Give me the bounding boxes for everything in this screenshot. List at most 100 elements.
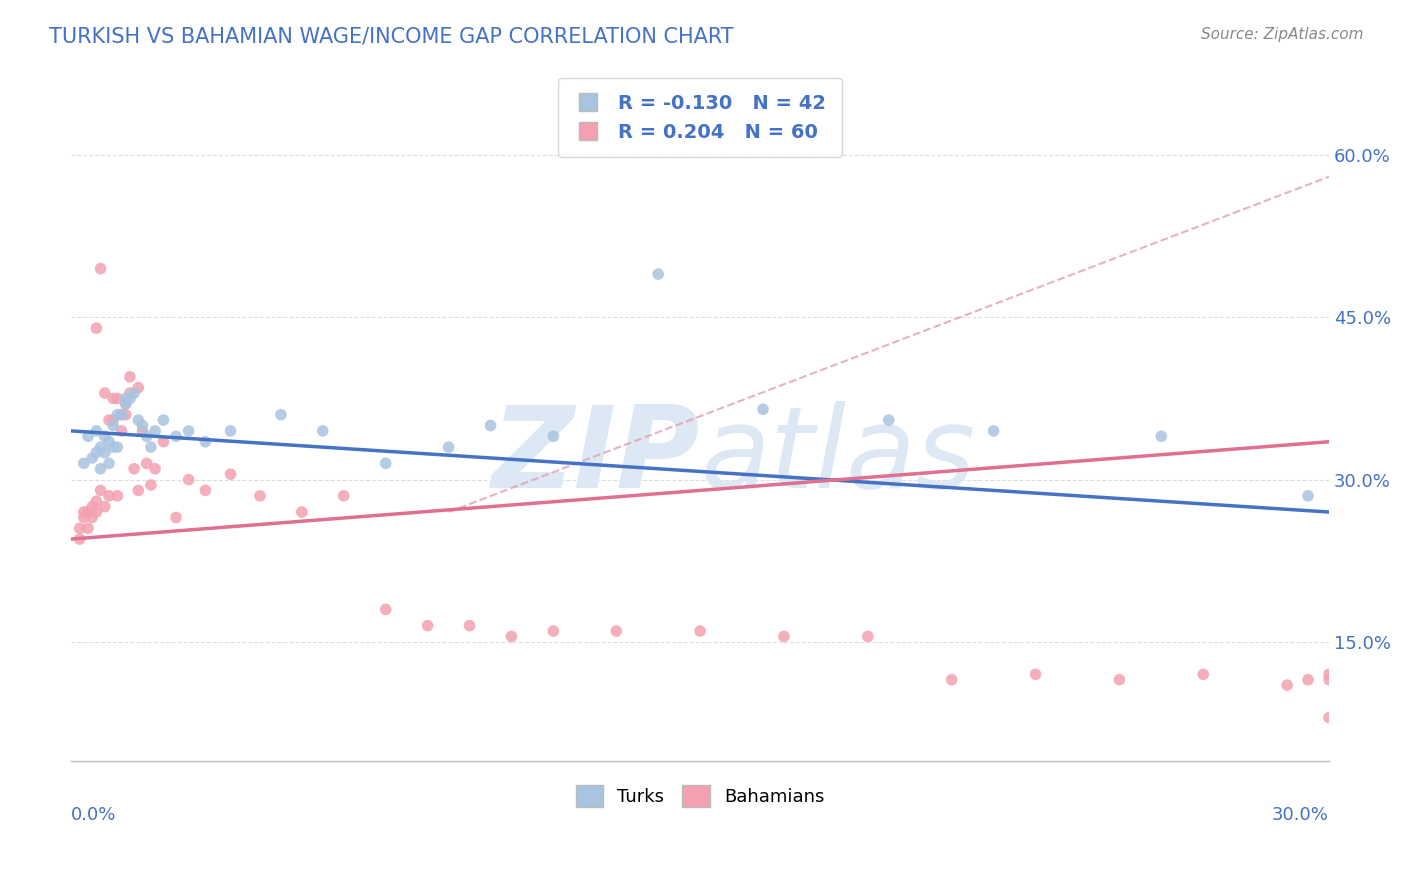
Point: [98, 434, 121, 449]
Point: [127, 381, 149, 395]
Point: [98, 413, 121, 427]
Point: [1025, 667, 1047, 681]
Point: [139, 478, 162, 492]
Point: [374, 456, 396, 470]
Point: [689, 624, 711, 638]
Point: [77, 521, 100, 535]
Point: [1317, 710, 1340, 724]
Point: [77, 505, 100, 519]
Point: [501, 629, 523, 643]
Point: [86, 505, 108, 519]
Point: [105, 392, 128, 406]
Point: [90, 440, 112, 454]
Point: [312, 424, 335, 438]
Point: [69, 532, 91, 546]
Point: [194, 434, 217, 449]
Point: [152, 434, 174, 449]
Point: [118, 369, 141, 384]
Point: [543, 624, 565, 638]
Point: [941, 673, 963, 687]
Point: [90, 462, 112, 476]
Point: [110, 408, 132, 422]
Point: [122, 462, 145, 476]
Point: [101, 413, 124, 427]
Point: [131, 418, 153, 433]
Point: [86, 424, 108, 438]
Point: [86, 321, 108, 335]
Point: [77, 429, 100, 443]
Point: [98, 456, 121, 470]
Point: [94, 429, 117, 443]
Point: [374, 602, 396, 616]
Point: [1296, 673, 1319, 687]
Point: [101, 440, 124, 454]
Point: [101, 418, 124, 433]
Point: [135, 456, 157, 470]
Text: TURKISH VS BAHAMIAN WAGE/INCOME GAP CORRELATION CHART: TURKISH VS BAHAMIAN WAGE/INCOME GAP CORR…: [49, 27, 734, 46]
Point: [98, 489, 121, 503]
Point: [194, 483, 217, 498]
Point: [983, 424, 1005, 438]
Point: [86, 445, 108, 459]
Point: [1192, 667, 1215, 681]
Point: [73, 456, 96, 470]
Point: [1275, 678, 1298, 692]
Point: [114, 397, 136, 411]
Point: [114, 408, 136, 422]
Point: [90, 261, 112, 276]
Point: [82, 500, 104, 514]
Point: [94, 500, 117, 514]
Point: [127, 483, 149, 498]
Point: [856, 629, 879, 643]
Point: [110, 408, 132, 422]
Point: [101, 392, 124, 406]
Text: ZIP: ZIP: [492, 401, 700, 512]
Text: 30.0%: 30.0%: [1272, 805, 1329, 824]
Point: [82, 450, 104, 465]
Point: [752, 402, 775, 417]
Text: atlas: atlas: [700, 401, 976, 512]
Point: [291, 505, 314, 519]
Point: [82, 510, 104, 524]
Point: [110, 424, 132, 438]
Point: [1317, 667, 1340, 681]
Point: [479, 418, 502, 433]
Point: [877, 413, 900, 427]
Point: [249, 489, 271, 503]
Point: [105, 408, 128, 422]
Point: [416, 618, 439, 632]
Point: [118, 386, 141, 401]
Point: [458, 618, 481, 632]
Point: [139, 440, 162, 454]
Point: [773, 629, 796, 643]
Text: Source: ZipAtlas.com: Source: ZipAtlas.com: [1201, 27, 1364, 42]
Point: [1296, 489, 1319, 503]
Point: [1108, 673, 1130, 687]
Point: [177, 473, 200, 487]
Point: [118, 392, 141, 406]
Point: [122, 386, 145, 401]
Point: [69, 521, 91, 535]
Point: [73, 505, 96, 519]
Point: [135, 429, 157, 443]
Point: [437, 440, 460, 454]
Text: 0.0%: 0.0%: [72, 805, 117, 824]
Point: [332, 489, 354, 503]
Point: [143, 462, 166, 476]
Point: [94, 386, 117, 401]
Point: [165, 429, 187, 443]
Point: [73, 510, 96, 524]
Point: [105, 440, 128, 454]
Point: [152, 413, 174, 427]
Point: [543, 429, 565, 443]
Point: [127, 413, 149, 427]
Point: [219, 424, 242, 438]
Point: [90, 483, 112, 498]
Point: [114, 392, 136, 406]
Point: [86, 494, 108, 508]
Point: [143, 424, 166, 438]
Point: [131, 424, 153, 438]
Point: [105, 489, 128, 503]
Point: [94, 445, 117, 459]
Point: [647, 267, 669, 281]
